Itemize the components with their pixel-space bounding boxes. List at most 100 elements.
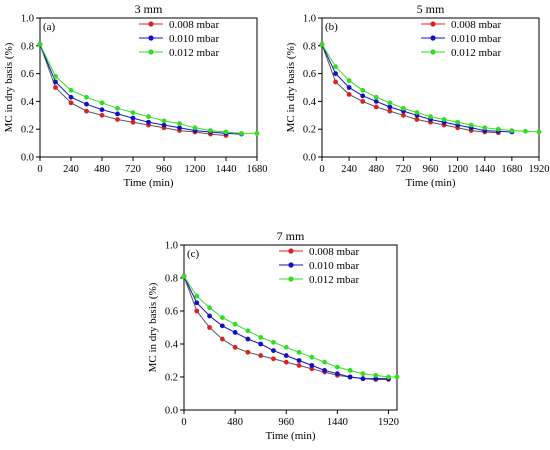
- x-tick-label: 960: [423, 164, 439, 175]
- x-tick-label: 240: [63, 164, 79, 175]
- y-tick-label: 0.8: [21, 41, 34, 52]
- x-tick-label: 480: [94, 164, 110, 175]
- data-point: [232, 330, 238, 335]
- y-tick-label: 1.0: [21, 14, 34, 25]
- series-line-3: [183, 276, 397, 378]
- legend-marker: [148, 21, 154, 27]
- series-line-2: [39, 44, 242, 135]
- data-point: [258, 341, 264, 347]
- data-point: [219, 336, 225, 342]
- data-point: [208, 128, 213, 133]
- data-point: [84, 108, 89, 114]
- data-point: [194, 300, 200, 306]
- x-tick-label: 1440: [216, 164, 237, 175]
- data-point: [53, 73, 58, 79]
- y-axis-label: MC in dry basis (%): [147, 282, 159, 372]
- data-point: [207, 313, 212, 319]
- data-point: [271, 348, 276, 353]
- data-point: [346, 78, 352, 83]
- legend-label: 0.010 mbar: [169, 33, 219, 45]
- x-tick-label: 480: [227, 417, 243, 428]
- y-tick-label: 0.0: [165, 406, 178, 417]
- x-tick-label: 0: [37, 164, 42, 175]
- x-tick-label: 720: [125, 164, 141, 175]
- y-tick-label: 0.8: [303, 41, 316, 52]
- data-point: [400, 105, 406, 111]
- data-point: [309, 366, 315, 372]
- data-point: [334, 364, 340, 370]
- legend-label: 0.010 mbar: [309, 260, 359, 272]
- y-tick-label: 0.6: [303, 69, 316, 80]
- legend: 0.008 mbar 0.010 mbar 0.012 mbar: [139, 19, 219, 59]
- legend-label: 0.012 mbar: [169, 47, 219, 59]
- y-tick-label: 0.4: [303, 97, 317, 108]
- data-point: [309, 354, 315, 360]
- data-point: [239, 130, 244, 136]
- data-point: [509, 128, 515, 133]
- data-point: [283, 344, 289, 350]
- data-point: [99, 107, 105, 113]
- chart-panel-1: 3 mm (a) 0 240 480 720 960 1200 1440 1680 0.0 0.2 0.…: [3, 2, 268, 189]
- data-point: [254, 130, 260, 136]
- legend-marker: [148, 49, 154, 55]
- data-point: [387, 104, 393, 110]
- data-point: [99, 100, 105, 106]
- data-point: [347, 368, 353, 373]
- data-point: [207, 305, 212, 311]
- data-point: [400, 112, 406, 118]
- data-point: [373, 376, 379, 382]
- data-point: [283, 359, 289, 365]
- data-point: [296, 349, 302, 355]
- data-point: [346, 85, 352, 90]
- data-point: [346, 92, 352, 97]
- x-tick-label: 480: [368, 164, 384, 175]
- x-tick-label: 0: [319, 164, 324, 175]
- data-point: [146, 119, 151, 125]
- data-point: [360, 376, 366, 382]
- data-point: [232, 321, 238, 327]
- x-axis-label: Time (min): [265, 430, 315, 442]
- data-point: [223, 129, 229, 135]
- data-point: [146, 114, 151, 120]
- plot-frame: [39, 17, 258, 158]
- data-point: [455, 119, 461, 125]
- chart-title: 7 mm: [277, 229, 305, 243]
- data-point: [245, 349, 251, 355]
- x-tick-label: 960: [156, 164, 172, 175]
- legend-marker: [430, 49, 436, 55]
- data-point: [258, 353, 264, 358]
- data-point: [130, 110, 136, 115]
- data-point: [161, 118, 167, 124]
- legend-label: 0.010 mbar: [451, 33, 501, 45]
- data-point: [68, 94, 74, 100]
- data-point: [245, 328, 251, 334]
- y-tick-label: 1.0: [303, 14, 316, 25]
- data-point: [322, 368, 327, 373]
- y-tick-label: 0.8: [165, 274, 178, 285]
- panel-label: (b): [325, 21, 338, 33]
- legend-label: 0.012 mbar: [309, 274, 359, 286]
- chart-title: 5 mm: [417, 2, 445, 16]
- legend: 0.008 mbar 0.010 mbar 0.012 mbar: [279, 246, 359, 286]
- data-point: [219, 323, 225, 329]
- data-point: [296, 358, 302, 363]
- legend-marker: [430, 35, 436, 41]
- data-point: [68, 87, 74, 93]
- data-point: [333, 71, 338, 76]
- x-axis-label: Time (min): [123, 177, 173, 189]
- data-point: [387, 108, 393, 114]
- legend-marker: [288, 276, 294, 282]
- x-tick-label: 1680: [501, 164, 522, 175]
- x-tick-label: 1920: [378, 417, 399, 428]
- legend-label: 0.008 mbar: [169, 19, 219, 31]
- legend-marker: [148, 35, 154, 41]
- legend-marker: [288, 248, 294, 254]
- y-tick-label: 0.2: [303, 125, 316, 136]
- y-tick-label: 0.0: [21, 153, 34, 164]
- legend-marker: [430, 21, 436, 27]
- data-point: [322, 359, 327, 365]
- data-point: [360, 93, 366, 99]
- data-point: [283, 353, 289, 358]
- data-point: [373, 94, 379, 100]
